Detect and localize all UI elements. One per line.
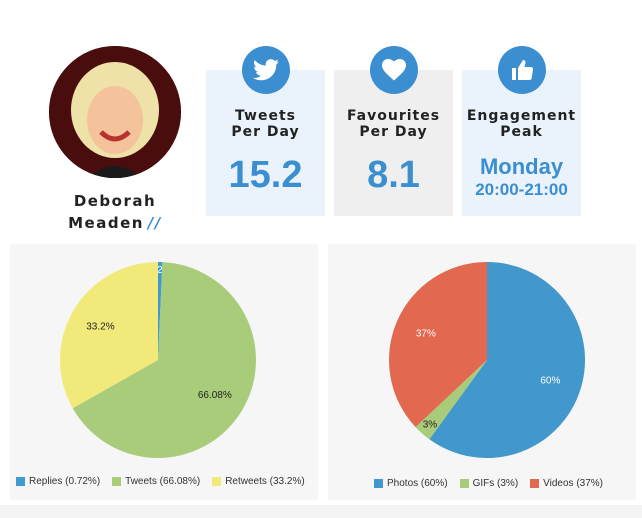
legend-item-replies[interactable]: Replies (0.72%) [16, 476, 100, 487]
profile-last-name: Meaden [68, 214, 144, 232]
pie-slice-replies [158, 262, 163, 360]
legend-swatch [374, 479, 383, 488]
legend-item-retweets[interactable]: Retweets (33.2%) [212, 476, 305, 487]
stat-label: Engagement Peak [466, 108, 577, 140]
legend-label: Tweets (66.08%) [125, 476, 201, 487]
pie-slice-gifs [415, 360, 487, 440]
stat-subvalue: 20:00-21:00 [475, 180, 568, 199]
legend-item-videos[interactable]: Videos (37%) [530, 478, 603, 489]
legend-item-gifs[interactable]: GIFs (3%) [459, 478, 519, 489]
heart-icon [369, 46, 418, 94]
tweet-types-legend: Replies (0.72%) Tweets (66.08%) Retweets (… [16, 476, 305, 487]
pie-label-photos: 60% [540, 376, 560, 387]
legend-label: Retweets (33.2%) [225, 476, 305, 487]
legend-label: GIFs (3%) [472, 478, 519, 489]
stat-value: 15.2 [228, 154, 303, 196]
legend-swatch [212, 477, 222, 486]
pie-label-replies: 0.725% [143, 265, 177, 276]
engagement-peak-card: Engagement Peak Monday 20:00-21:00 [462, 46, 581, 216]
legend-label: Photos (60%) [387, 478, 448, 489]
tweets-per-day-card: Tweets Per Day 15.2 [206, 46, 325, 216]
pie-slice-retweets [59, 262, 158, 409]
profile-avatar [49, 46, 181, 178]
legend-label: Videos (37%) [543, 478, 604, 489]
legend-item-photos[interactable]: Photos (60%) [374, 478, 448, 489]
pie-label-tweets: 66.08% [198, 390, 232, 401]
legend-swatch [530, 479, 540, 488]
stat-value: Monday [479, 154, 564, 179]
pie-label-retweets: 33.2% [86, 321, 114, 332]
pie-label-videos: 37% [416, 329, 436, 340]
legend-swatch [16, 477, 25, 486]
bottom-strip [0, 505, 642, 518]
media-types-pie-chart: 60% 3% 37% [389, 262, 586, 458]
profile-first-name: Deborah [73, 192, 157, 210]
media-types-chart-panel: 60% 3% 37% Photos (60%) GIFs (3%) Videos (37… [328, 244, 636, 500]
tweet-types-chart-panel: 0.725% 66.08% 33.2% Replies (0.72%) Tweets … [10, 244, 318, 500]
legend-swatch [459, 479, 469, 488]
favourites-per-day-card: Favourites Per Day 8.1 [334, 46, 453, 216]
profile-slash: // [147, 214, 162, 232]
media-types-legend: Photos (60%) GIFs (3%) Videos (37%) [374, 478, 603, 489]
twitter-bird-icon [241, 46, 290, 94]
legend-swatch [112, 477, 122, 486]
pie-slice-tweets [72, 262, 257, 458]
legend-item-tweets[interactable]: Tweets (66.08%) [112, 476, 200, 487]
tweet-types-pie-chart: 0.725% 66.08% 33.2% [59, 262, 257, 458]
pie-slice-videos [389, 262, 487, 428]
legend-label: Replies (0.72%) [29, 476, 101, 487]
stat-label: Tweets Per Day [231, 108, 300, 140]
thumbs-up-icon [497, 46, 546, 94]
stat-label: Favourites Per Day [346, 108, 441, 140]
profile-name: Deborah Meaden// [30, 190, 200, 234]
stat-value: 8.1 [367, 154, 420, 196]
pie-slice-photos [429, 262, 586, 458]
pie-label-gifs: 3% [423, 420, 438, 431]
